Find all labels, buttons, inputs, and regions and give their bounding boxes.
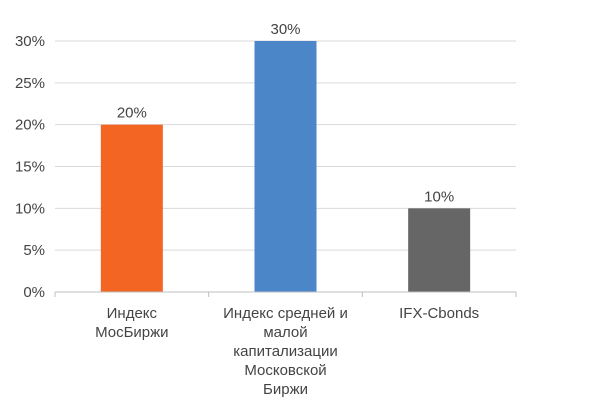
x-category-label: Индекс средней и малой капитализации Москов… xyxy=(223,305,348,398)
y-tick-label: 0% xyxy=(23,284,45,301)
y-tick-label: 5% xyxy=(23,242,45,259)
x-category-label-line: IFX-Cbonds xyxy=(399,305,479,322)
x-axis-labels: Индекс МосБиржи Индекс средней и малой капит… xyxy=(95,305,479,398)
bar xyxy=(254,41,317,292)
y-axis-ticks: 0% 5% 10% 15% 20% 25% 30% xyxy=(15,33,45,301)
y-tick-label: 10% xyxy=(15,200,45,217)
data-label: 30% xyxy=(270,21,300,38)
x-axis xyxy=(54,291,517,297)
x-category-label-line: Биржи xyxy=(263,381,308,398)
data-label: 20% xyxy=(117,105,147,122)
x-category-label-line: МосБиржи xyxy=(95,324,168,341)
data-label: 10% xyxy=(424,188,454,205)
x-category-label-line: Московской xyxy=(244,362,326,379)
y-tick-label: 25% xyxy=(15,75,45,92)
bar xyxy=(408,208,471,292)
y-tick-label: 20% xyxy=(15,117,45,134)
x-category-label-line: капитализации xyxy=(233,343,337,360)
bar xyxy=(100,124,163,293)
data-labels: 20% 30% 10% xyxy=(117,21,454,205)
y-tick-label: 15% xyxy=(15,159,45,176)
y-tick-label: 30% xyxy=(15,33,45,50)
x-category-label: Индекс МосБиржи xyxy=(95,305,168,341)
x-category-label-line: малой xyxy=(263,324,307,341)
x-category-label-line: Индекс xyxy=(107,305,158,322)
x-category-label-line: Индекс средней и xyxy=(223,305,348,322)
x-category-label: IFX-Cbonds xyxy=(399,305,479,322)
bars xyxy=(100,41,471,293)
